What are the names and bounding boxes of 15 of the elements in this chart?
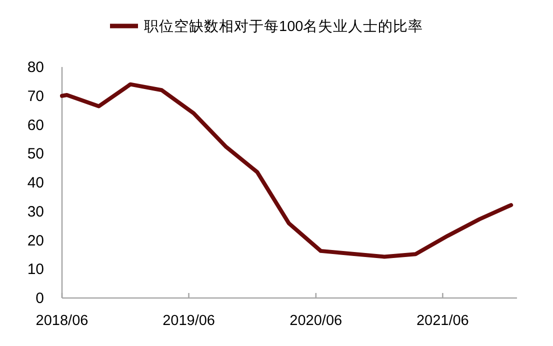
y-tick-label: 0 <box>36 290 44 307</box>
x-tick-label: 2018/06 <box>36 313 88 329</box>
y-tick-label: 60 <box>27 116 44 134</box>
y-tick-label: 40 <box>27 174 44 192</box>
y-tick-label: 80 <box>27 59 44 76</box>
y-tick-label: 70 <box>27 88 44 105</box>
y-tick-label: 20 <box>27 232 44 250</box>
legend-label: 职位空缺数相对于每100名失业人士的比率 <box>144 18 424 35</box>
line-series <box>60 82 514 259</box>
y-tick-label: 10 <box>27 261 44 278</box>
y-tick-label: 50 <box>27 146 44 163</box>
y-tick-label: 30 <box>27 203 44 220</box>
x-tick-label: 2021/06 <box>416 313 469 329</box>
x-tick-label: 2020/06 <box>290 313 342 329</box>
x-tick-label: 2019/06 <box>162 313 215 329</box>
